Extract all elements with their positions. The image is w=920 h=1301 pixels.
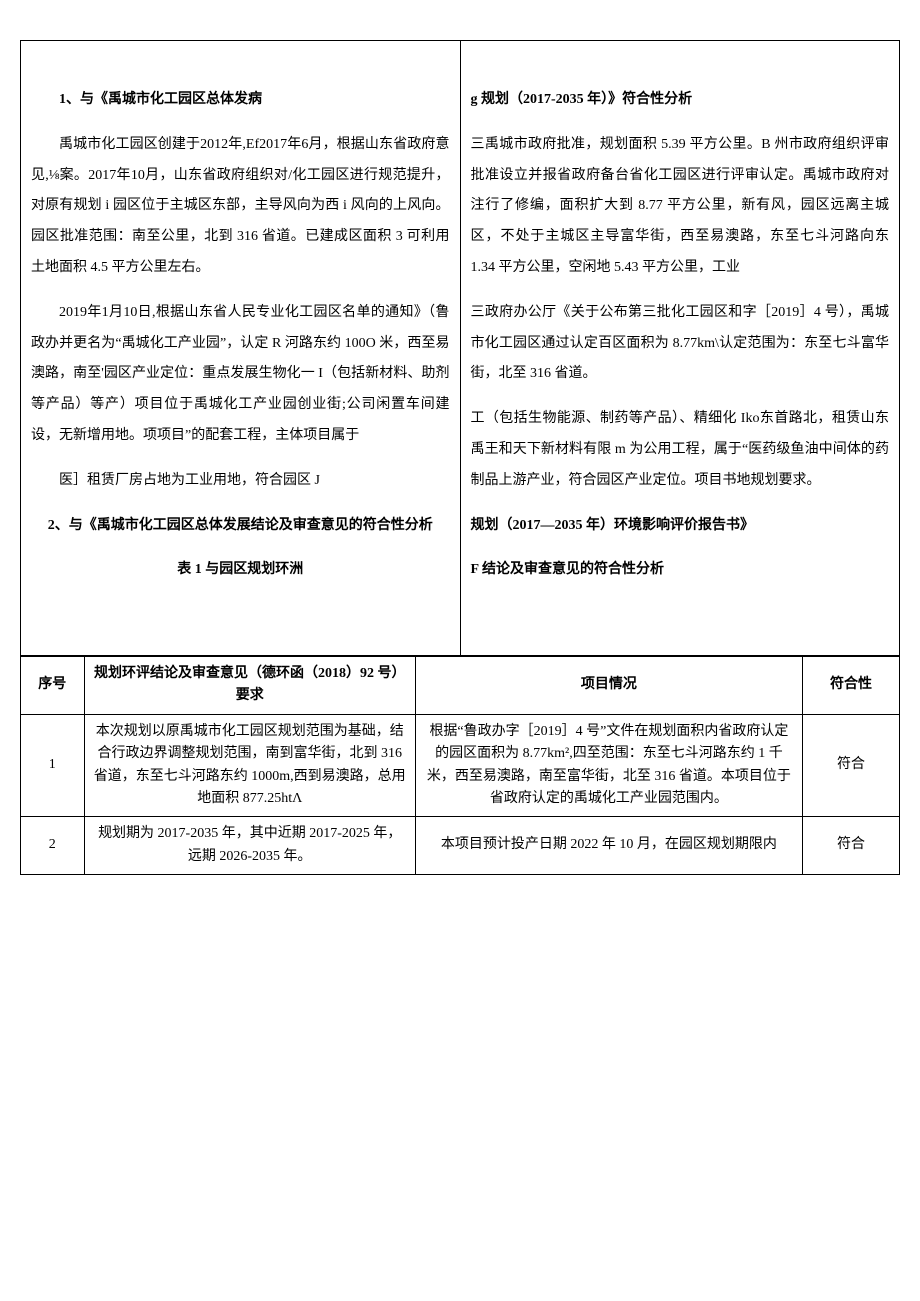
th-requirement: 规划环评结论及审查意见（德环函（2018）92 号）要求 bbox=[84, 656, 415, 714]
cell-situation: 根据“鲁政办字［2019］4 号”文件在规划面积内省政府认定的园区面积为 8.7… bbox=[415, 714, 802, 817]
left-para-3: 医］租赁厂房占地为工业用地，符合园区 J bbox=[31, 466, 450, 497]
two-column-block: 1、与《禹城市化工园区总体发病 禹城市化工园区创建于2012年,Ef2017年6… bbox=[20, 40, 900, 656]
section2-heading-right: F 结论及审查意见的符合性分析 bbox=[471, 555, 890, 586]
right-para-4-bold: 规划（2017—2035 年）环境影响评价报告书》 bbox=[471, 511, 890, 542]
compliance-table: 序号 规划环评结论及审查意见（德环函（2018）92 号）要求 项目情况 符合性… bbox=[20, 656, 900, 875]
cell-seq: 2 bbox=[21, 817, 85, 875]
cell-seq: 1 bbox=[21, 714, 85, 817]
cell-req: 规划期为 2017-2035 年，其中近期 2017-2025 年，远期 202… bbox=[84, 817, 415, 875]
document-page: 1、与《禹城市化工园区总体发病 禹城市化工园区创建于2012年,Ef2017年6… bbox=[20, 40, 900, 875]
right-bold-run: 规划（2017—2035 年）环境影响评价报告书》 bbox=[471, 518, 755, 533]
left-column: 1、与《禹城市化工园区总体发病 禹城市化工园区创建于2012年,Ef2017年6… bbox=[21, 41, 461, 655]
cell-situation: 本项目预计投产日期 2022 年 10 月，在园区规划期限内 bbox=[415, 817, 802, 875]
section1-heading-right: g 规划（2017-2035 年）》符合性分析 bbox=[471, 85, 890, 116]
table-row: 1 本次规划以原禹城市化工园区规划范围为基础，结合行政边界调整规划范围，南到富华… bbox=[21, 714, 900, 817]
right-spacer bbox=[471, 600, 890, 631]
th-situation: 项目情况 bbox=[415, 656, 802, 714]
right-para-3: 工（包括生物能源、制药等产品）、精细化 Iko东首路北，租赁山东禹王和天下新材料… bbox=[471, 404, 890, 496]
cell-conf: 符合 bbox=[802, 817, 899, 875]
cell-req: 本次规划以原禹城市化工园区规划范围为基础，结合行政边界调整规划范围，南到富华街，… bbox=[84, 714, 415, 817]
th-conformance: 符合性 bbox=[802, 656, 899, 714]
table-caption-left: 表 1 与园区规划环洲 bbox=[31, 555, 450, 586]
table-row: 2 规划期为 2017-2035 年，其中近期 2017-2025 年，远期 2… bbox=[21, 817, 900, 875]
section1-heading-left: 1、与《禹城市化工园区总体发病 bbox=[31, 85, 450, 116]
section2-heading-left: 2、与《禹城市化工园区总体发展结论及审查意见的符合性分析 bbox=[31, 511, 450, 542]
right-para-2: 三政府办公厅《关于公布第三批化工园区和字［2019］4 号），禹城市化工园区通过… bbox=[471, 298, 890, 390]
th-seq: 序号 bbox=[21, 656, 85, 714]
right-para-1: 三禹城市政府批准，规划面积 5.39 平方公里。B 州市政府组织评审批准设立并报… bbox=[471, 130, 890, 284]
cell-conf: 符合 bbox=[802, 714, 899, 817]
left-para-2: 2019年1月10日,根据山东省人民专业化工园区名单的通知》（鲁政办并更名为“禹… bbox=[31, 298, 450, 452]
table-header-row: 序号 规划环评结论及审查意见（德环函（2018）92 号）要求 项目情况 符合性 bbox=[21, 656, 900, 714]
left-para-1: 禹城市化工园区创建于2012年,Ef2017年6月，根据山东省政府意见,⅛案。2… bbox=[31, 130, 450, 284]
right-column: g 规划（2017-2035 年）》符合性分析 三禹城市政府批准，规划面积 5.… bbox=[461, 41, 900, 655]
